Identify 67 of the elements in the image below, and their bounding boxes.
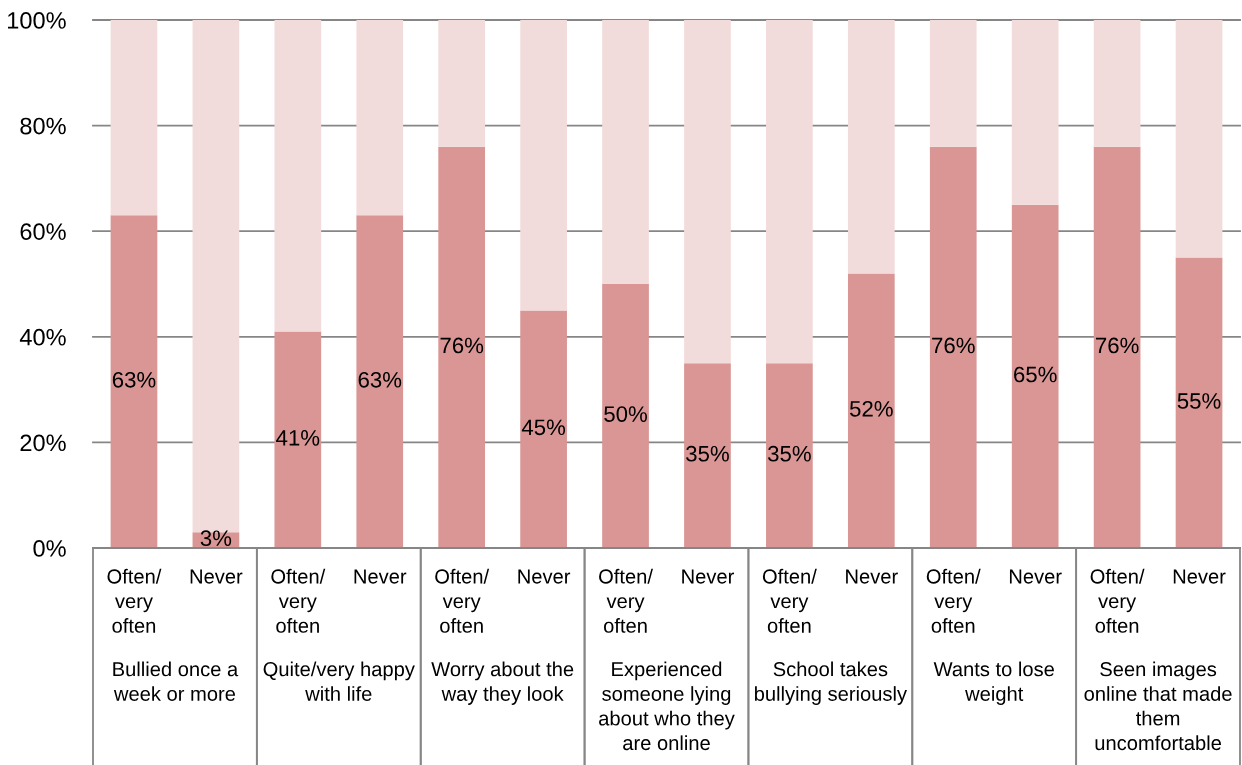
data-label: 55% [1177,393,1221,409]
bar [1011,204,1059,548]
data-label: 35% [686,445,729,462]
bar [438,146,486,548]
bar [274,331,322,548]
x-tick-label: Never [846,569,898,584]
bar [847,273,895,548]
x-tick-label: Never [354,569,407,584]
data-label: 50% [604,406,647,422]
data-label: 52% [849,400,893,417]
bar [847,20,895,274]
data-label: 65% [1014,366,1057,383]
y-tick-label: 60% [20,223,66,240]
x-tick-label: Often/ very often [107,568,162,633]
bar [684,363,731,548]
bar [356,215,404,548]
text: School takes bullying seriously [754,661,907,705]
bar [1093,20,1141,147]
x-tick-label: Never [682,569,734,584]
bar [684,20,731,364]
text: Quite/very happy with life [263,661,415,701]
bar [929,146,977,548]
text: Seen images online that made them uncomfortable [1084,661,1232,751]
bar [1093,146,1141,548]
x-tick-label: Never [190,569,243,584]
data-label: 35% [768,445,811,462]
bar [602,284,649,548]
data-label: 45% [521,419,566,436]
x-tick-label: Never [1009,569,1062,584]
text: Wants to lose weight [933,661,1054,705]
bar [438,20,486,147]
data-label: 76% [932,337,975,354]
bar [766,20,813,364]
data-label: 63% [358,371,402,388]
bar [766,363,813,548]
x-tick-label: Never [518,569,571,584]
y-tick-label: 20% [20,434,66,452]
bar [274,20,322,332]
y-tick-label: 40% [19,328,66,346]
data-label: 41% [276,430,320,446]
bar [110,215,158,548]
bar [110,20,158,216]
bar [1011,20,1059,205]
x-tick-label: Often/ very often [599,568,653,633]
y-tick-label: 80% [20,117,66,135]
x-tick-label: Often/ very often [1090,568,1145,633]
x-tick-label: Often/ very often [926,568,981,633]
y-tick-label: 100% [8,12,66,29]
bar [1175,257,1223,548]
bar [356,20,404,216]
data-label: 63% [112,371,156,388]
bar [929,20,977,147]
text: Bullied once a week or more [113,661,239,701]
bar [520,20,567,311]
x-tick-label: Often/ very often [271,568,326,633]
text: Worry about the way they look [431,661,574,705]
bar [520,310,567,548]
data-label: 76% [1096,337,1139,354]
x-tick-label: Often/ very often [762,568,817,633]
x-tick-label: Never [1173,569,1226,584]
y-tick-label: 0% [33,540,66,557]
bar [1175,20,1223,258]
x-tick-label: Often/ very often [435,568,490,633]
data-label: 76% [440,337,484,354]
text: Experienced someone lying about who they are online [599,661,735,751]
bar [602,20,649,284]
data-label: 3% [200,530,232,547]
